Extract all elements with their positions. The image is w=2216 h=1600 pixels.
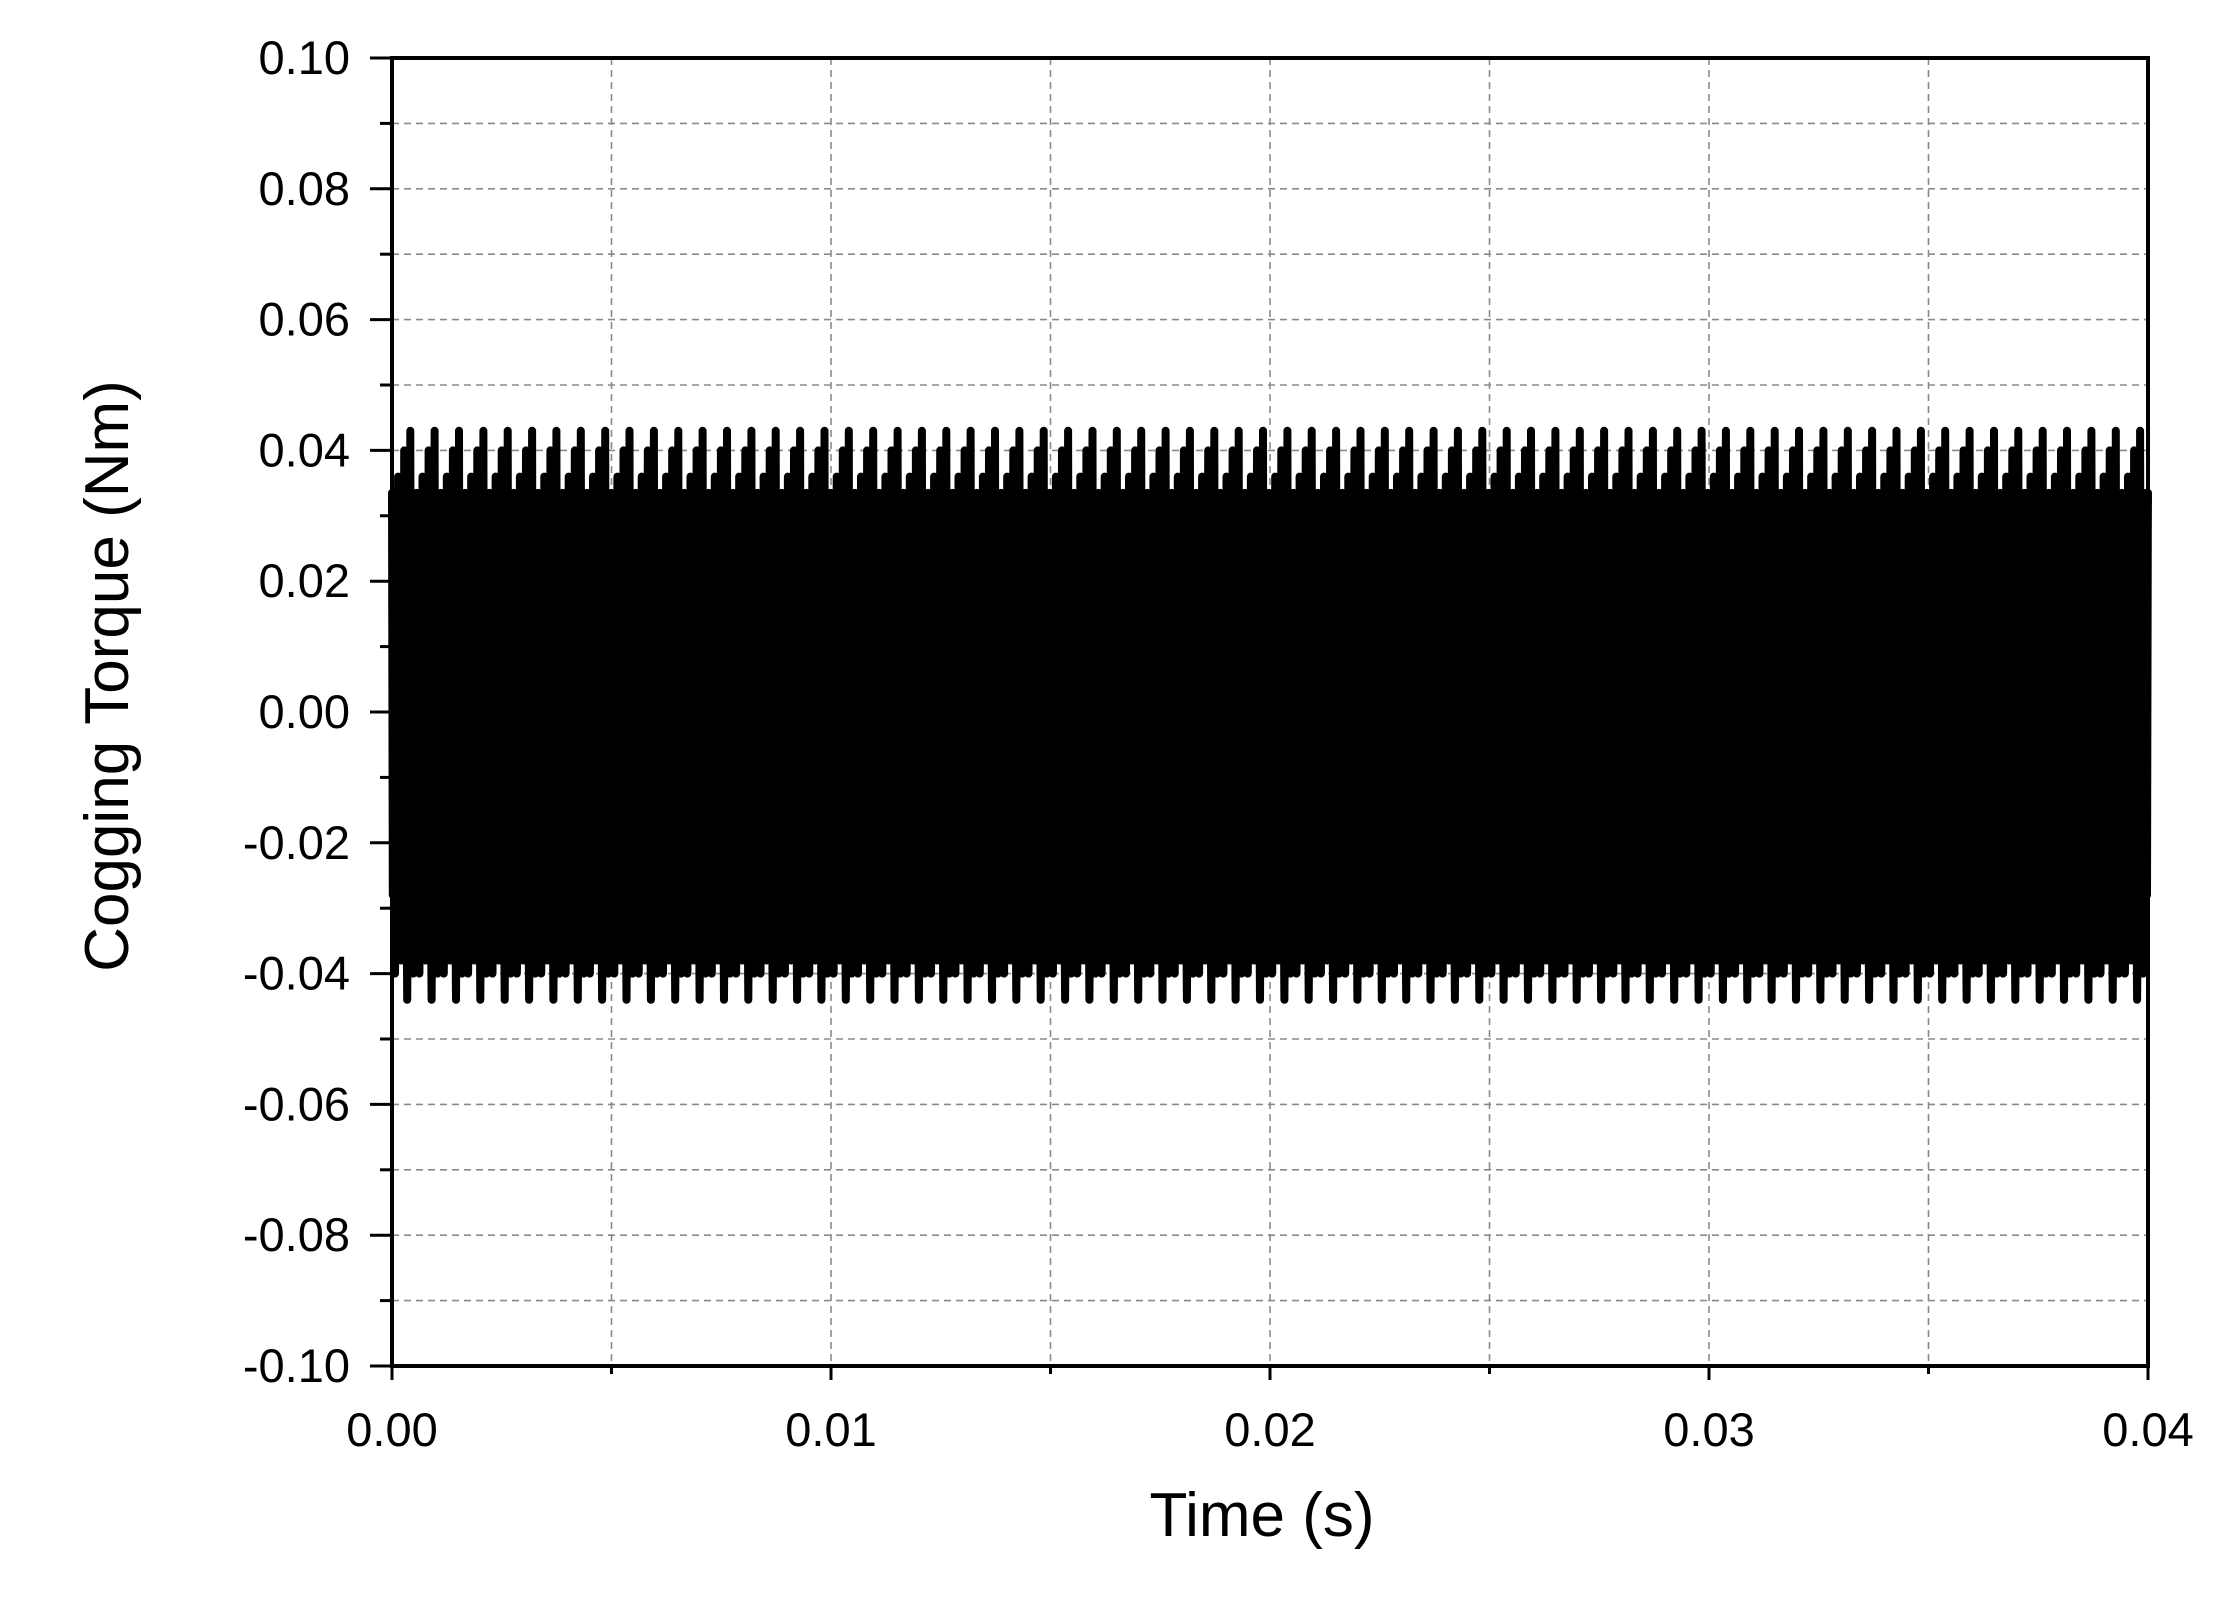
y-tick-label: 0.00 [259, 685, 350, 738]
x-tick-label: 0.02 [1224, 1403, 1315, 1456]
x-tick-labels: 0.00 0.01 0.02 0.03 0.04 [346, 1403, 2193, 1456]
y-tick-label: 0.08 [259, 162, 350, 215]
x-axis-title: Time (s) [1150, 1481, 1375, 1550]
y-tick-labels: 0.10 0.08 0.06 0.04 0.02 0.00 -0.02 -0.04 -0.06 -… [243, 31, 350, 1392]
axis-ticks [370, 56, 2150, 1380]
y-tick-label: -0.06 [243, 1077, 350, 1130]
y-tick-label: -0.08 [243, 1208, 350, 1261]
x-tick-label: 0.00 [346, 1403, 437, 1456]
series-group [388, 426, 2152, 1004]
y-tick-label: 0.10 [259, 31, 350, 84]
x-tick-label: 0.03 [1663, 1403, 1754, 1456]
series-line [388, 426, 2152, 1004]
y-tick-label: -0.10 [243, 1339, 350, 1392]
y-tick-label: -0.04 [243, 947, 350, 1000]
x-tick-label: 0.04 [2102, 1403, 2193, 1456]
y-tick-label: 0.06 [259, 293, 350, 346]
y-tick-label: 0.02 [259, 554, 350, 607]
y-axis-title: Cogging Torque (Nm) [73, 380, 142, 972]
x-tick-label: 0.01 [785, 1403, 876, 1456]
y-tick-label: -0.02 [243, 816, 350, 869]
y-tick-label: 0.04 [259, 423, 350, 476]
